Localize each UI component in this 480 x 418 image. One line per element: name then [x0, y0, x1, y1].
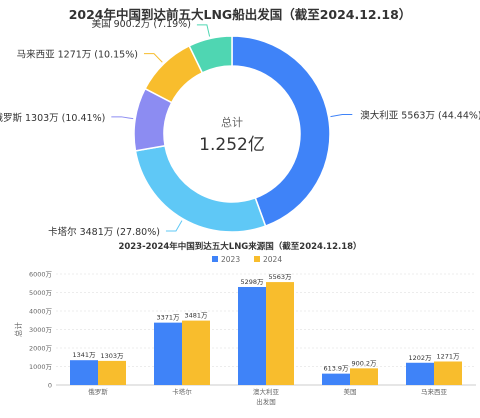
bar-2024-0	[98, 360, 126, 385]
donut-label-usa: 美国 900.2万 (7.19%)	[92, 18, 191, 30]
donut-leader-usa	[196, 24, 211, 37]
donut-slice-australia	[231, 35, 331, 228]
x-tick-label: 马来西亚	[421, 388, 448, 396]
bar-2023-2	[238, 286, 266, 385]
donut-leader-russia	[111, 116, 134, 120]
legend-label-2023: 2023	[221, 255, 240, 264]
y-axis-label: 总计	[13, 322, 23, 337]
legend-label-2024: 2024	[263, 255, 282, 264]
bar-value-label: 3481万	[184, 312, 208, 320]
bar-value-label: 3371万	[156, 314, 180, 322]
bar-value-label: 5298万	[240, 278, 264, 286]
bar-2024-2	[266, 282, 294, 385]
donut-label-qatar: 卡塔尔 3481万 (27.80%)	[48, 226, 160, 238]
bar-chart: 2023-2024年中国到达五大LNG来源国（截至2024.12.18） 2023…	[13, 241, 476, 406]
legend-swatch-2023	[212, 256, 218, 262]
x-tick-label: 澳大利亚	[253, 387, 280, 396]
y-tick-label: 1000万	[29, 363, 53, 371]
bar-title: 2023-2024年中国到达五大LNG来源国（截至2024.12.18）	[118, 241, 361, 252]
y-tick-label: 3000万	[29, 326, 53, 334]
donut-leader-qatar	[165, 220, 183, 232]
bar-2023-0	[70, 360, 98, 385]
y-tick-label: 4000万	[29, 308, 53, 316]
donut-slice-qatar	[134, 144, 267, 233]
x-tick-label: 俄罗斯	[88, 387, 108, 396]
x-axis-label: 出发国	[256, 397, 276, 406]
y-tick-label: 0	[48, 382, 52, 390]
legend-swatch-2024	[254, 256, 260, 262]
bar-2024-4	[434, 361, 462, 385]
bar-value-label: 1202万	[408, 354, 432, 362]
donut-label-malaysia: 马来西亚 1271万 (10.15%)	[17, 50, 138, 61]
bar-value-label: 5563万	[268, 273, 292, 281]
y-tick-label: 2000万	[29, 345, 53, 353]
donut-label-australia: 澳大利亚 5563万 (44.44%)	[360, 110, 480, 122]
x-tick-label: 卡塔尔	[172, 387, 192, 396]
bar-2024-1	[182, 320, 210, 385]
bar-2023-4	[406, 362, 434, 385]
donut-leader-australia	[330, 114, 353, 118]
donut-label-russia: 俄罗斯 1303万 (10.41%)	[0, 112, 105, 124]
donut-chart: 2024年中国到达前五大LNG船出发国（截至2024.12.18） 澳大利亚 55…	[0, 7, 480, 238]
bar-2024-3	[350, 368, 378, 385]
bar-2023-1	[154, 322, 182, 385]
y-tick-label: 6000万	[29, 271, 53, 279]
donut-leader-malaysia	[143, 53, 163, 63]
bar-value-label: 613.9万	[323, 365, 349, 373]
bar-2023-3	[322, 373, 350, 385]
bar-value-label: 1303万	[100, 352, 124, 360]
x-tick-label: 美国	[344, 387, 357, 396]
bar-value-label: 1271万	[436, 352, 460, 360]
y-tick-label: 5000万	[29, 289, 53, 297]
bar-value-label: 900.2万	[351, 359, 377, 367]
donut-center-label: 总计	[221, 115, 243, 129]
donut-center-value: 1.252亿	[199, 135, 265, 155]
bar-value-label: 1341万	[72, 351, 96, 359]
donut-title: 2024年中国到达前五大LNG船出发国（截至2024.12.18）	[69, 7, 412, 22]
donut-slice-usa	[188, 35, 233, 74]
